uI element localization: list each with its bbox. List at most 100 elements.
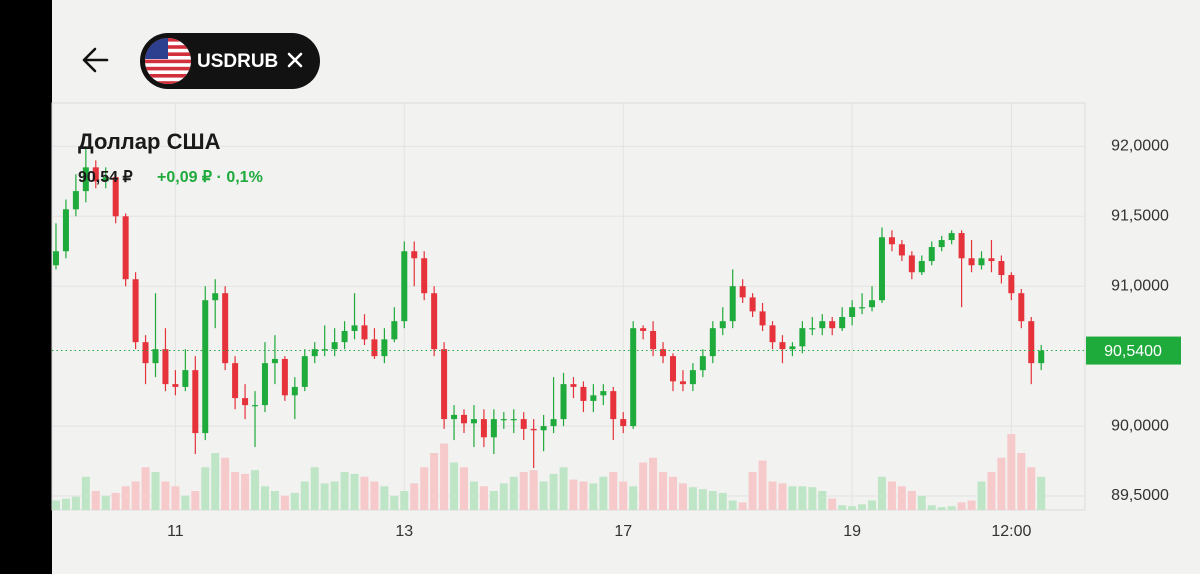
candle-body (122, 216, 129, 280)
candle-body (928, 247, 935, 262)
volume-bar (390, 495, 399, 510)
candle-body (719, 321, 726, 329)
volume-bar (231, 472, 240, 510)
close-icon[interactable] (287, 52, 303, 68)
candle-body (679, 381, 686, 385)
volume-bar (798, 486, 807, 510)
volume-bar (499, 483, 508, 510)
candle-body (610, 391, 617, 420)
y-tick-label: 92,0000 (1111, 138, 1169, 155)
candle-body (451, 414, 458, 420)
volume-bar (848, 506, 857, 510)
volume-bar (350, 473, 359, 510)
candle-body (580, 386, 587, 401)
volume-bar (818, 491, 827, 510)
volume-bar (251, 470, 260, 510)
volume-bar (927, 505, 936, 510)
last-price: 90,54 ₽ (78, 169, 133, 186)
candle-body (411, 251, 418, 259)
candle-body (709, 328, 716, 357)
candle-body (62, 209, 69, 252)
volume-bar (917, 495, 926, 510)
volume-bar (81, 476, 90, 510)
candle-body (441, 349, 448, 420)
instrument-title: Доллар США (78, 129, 221, 154)
volume-bar (967, 500, 976, 510)
candle-body (520, 419, 527, 429)
candle-body (749, 297, 756, 312)
x-tick-label: 12:00 (991, 523, 1031, 540)
candle-body (799, 328, 806, 347)
volume-bar (728, 500, 737, 510)
candle-body (759, 311, 766, 326)
candle-body (470, 419, 477, 424)
candle-body (779, 342, 786, 350)
price-change: +0,09 ₽ · 0,1% (157, 169, 263, 186)
candle-body (331, 342, 338, 350)
volume-bar (678, 483, 687, 510)
candle-body (311, 349, 318, 357)
volume-bar (460, 467, 469, 510)
candle-body (391, 321, 398, 340)
volume-bar (868, 500, 877, 510)
candle-body (938, 240, 945, 248)
candle-body (888, 237, 895, 245)
candle-body (600, 391, 607, 396)
volume-bar (440, 443, 449, 510)
candle-body (809, 328, 816, 330)
volume-bar (51, 500, 60, 510)
volume-bar (400, 491, 409, 510)
candle-body (878, 237, 885, 301)
candle-body (321, 349, 328, 351)
volume-bar (957, 502, 966, 510)
volume-bar (828, 498, 837, 510)
candle-body (172, 384, 179, 387)
volume-bar (479, 486, 488, 510)
volume-bar (1037, 476, 1046, 510)
candle-body (829, 321, 836, 329)
volume-bar (280, 495, 289, 510)
candle-body (699, 356, 706, 371)
volume-bar (61, 498, 70, 510)
candle-body (1008, 275, 1015, 294)
volume-bar (121, 486, 130, 510)
candle-body (162, 349, 169, 385)
candle-body (52, 251, 59, 266)
chart-plot: 89,5000 90,0000 91,0000 91,5000 92,0000 11 13 1… (51, 102, 1181, 540)
volume-bar (430, 453, 439, 510)
volume-bar (469, 481, 478, 510)
candle-body (590, 395, 597, 401)
back-arrow (82, 47, 109, 73)
candle-body (421, 258, 428, 294)
volume-bar (788, 486, 797, 510)
volume-bar (410, 483, 419, 510)
candle-body (988, 258, 995, 262)
volume-bar (808, 487, 817, 510)
volume-bar (489, 491, 498, 510)
volume-bar (609, 472, 618, 510)
back-button[interactable] (82, 47, 109, 73)
candle-body (540, 426, 547, 431)
volume-bar (191, 491, 200, 510)
candle-body (849, 307, 856, 317)
volume-bar (708, 491, 717, 510)
volume-bar (549, 473, 558, 510)
volume-bar (300, 481, 309, 510)
volume-bar (370, 481, 379, 510)
volume-bar (569, 479, 578, 510)
volume-bar (181, 495, 190, 510)
volume-bar (858, 504, 867, 510)
volume-bar (519, 472, 528, 510)
candle-body (689, 370, 696, 385)
candle-body (570, 384, 577, 387)
candle-body (1018, 293, 1025, 322)
volume-bar (310, 467, 319, 510)
volume-bar (579, 481, 588, 510)
symbol-chip[interactable]: USDRUB (140, 33, 320, 89)
y-tick-label: 91,0000 (1111, 277, 1169, 294)
volume-bar (241, 473, 250, 510)
current-price-box (1086, 336, 1181, 365)
candle-body (650, 330, 657, 350)
volume-bar (599, 476, 608, 510)
